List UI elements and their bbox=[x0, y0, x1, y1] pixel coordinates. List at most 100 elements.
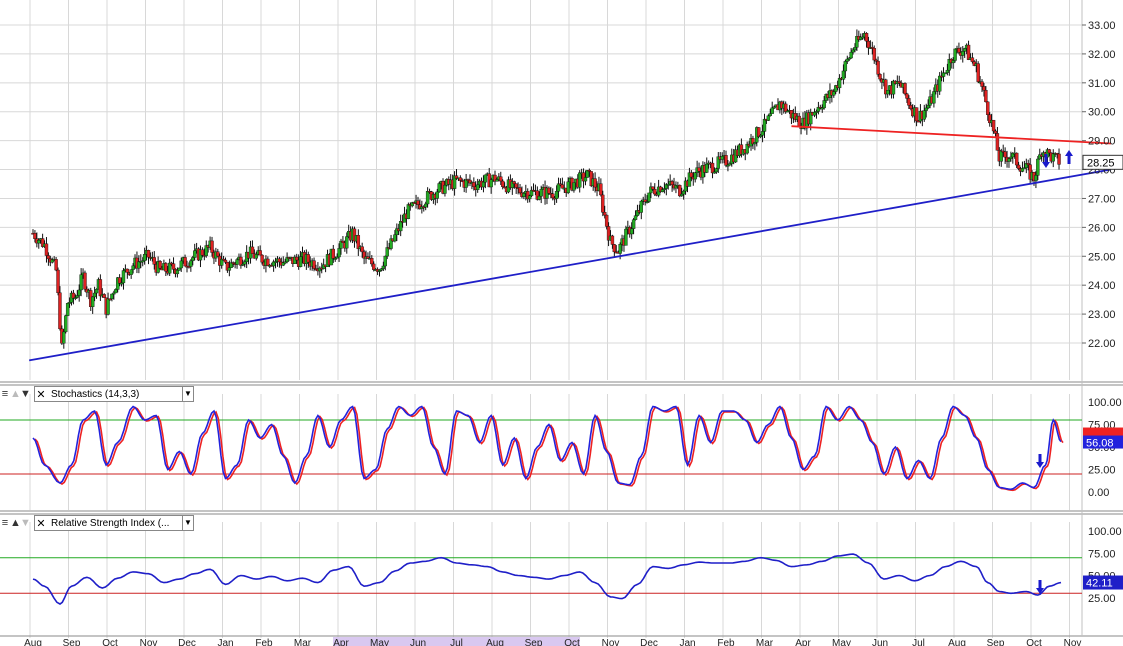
rsi-panel[interactable] bbox=[0, 553, 1082, 605]
support-trendline[interactable] bbox=[28, 168, 1112, 362]
menu-icon[interactable]: ≡ bbox=[1, 388, 9, 400]
price-tick-label: 23.00 bbox=[1088, 309, 1116, 321]
candle-body bbox=[339, 240, 343, 249]
stochastics-panel[interactable] bbox=[0, 405, 1082, 492]
candle-body bbox=[797, 115, 801, 127]
candle-body bbox=[454, 175, 459, 179]
candle-body bbox=[254, 254, 259, 259]
candle-body bbox=[886, 90, 890, 95]
price-panel[interactable] bbox=[28, 29, 1112, 362]
candle-body bbox=[837, 77, 842, 89]
last-price-label: 28.25 bbox=[1087, 157, 1115, 169]
candle-body bbox=[631, 219, 636, 229]
candle-body bbox=[106, 298, 110, 315]
candle-body bbox=[907, 98, 911, 106]
candle-body bbox=[976, 63, 980, 82]
price-tick-label: 27.00 bbox=[1088, 193, 1116, 205]
candle-body bbox=[44, 243, 49, 256]
candle-body bbox=[753, 142, 757, 145]
candle-body bbox=[393, 234, 397, 242]
month-label: Dec bbox=[640, 638, 658, 646]
dropdown-icon[interactable]: ▼ bbox=[182, 516, 193, 530]
month-label: Oct bbox=[102, 638, 118, 646]
candle-body bbox=[298, 256, 303, 267]
candle-body bbox=[612, 244, 617, 253]
candle-body bbox=[689, 172, 694, 178]
candle-body bbox=[191, 257, 195, 262]
candle-body bbox=[389, 238, 393, 249]
candle-body bbox=[158, 261, 162, 269]
move-up-icon[interactable]: ▲ bbox=[10, 388, 21, 400]
candle-body bbox=[514, 183, 518, 188]
month-label: Nov bbox=[602, 638, 620, 646]
candle-body bbox=[724, 155, 728, 166]
candle-body bbox=[131, 265, 135, 270]
candle-body bbox=[853, 47, 857, 51]
candle-body bbox=[963, 48, 967, 52]
candle-body bbox=[932, 91, 936, 104]
candle-body bbox=[770, 107, 774, 114]
candle-body bbox=[216, 251, 220, 257]
close-icon[interactable]: ✕ bbox=[36, 517, 46, 530]
candle-body bbox=[705, 163, 709, 173]
stochastics-value-label: 56.08 bbox=[1086, 438, 1114, 450]
candle-body bbox=[1034, 175, 1038, 182]
candle-body bbox=[114, 289, 118, 294]
month-label: Oct bbox=[564, 638, 580, 646]
candle-body bbox=[587, 170, 592, 172]
candle-body bbox=[551, 193, 555, 199]
candle-body bbox=[499, 176, 503, 182]
candle-body bbox=[102, 294, 106, 298]
candle-body bbox=[986, 101, 990, 115]
menu-icon[interactable]: ≡ bbox=[1, 517, 9, 529]
candle-body bbox=[884, 79, 888, 95]
candle-body bbox=[583, 177, 588, 182]
candle-body bbox=[92, 292, 97, 298]
month-label: Jun bbox=[410, 638, 426, 646]
price-tick-label: 24.00 bbox=[1088, 280, 1116, 292]
resistance-trendline[interactable] bbox=[791, 125, 1112, 145]
candle-body bbox=[891, 80, 896, 95]
candle-body bbox=[878, 74, 882, 80]
candle-body bbox=[406, 204, 411, 219]
candle-body bbox=[982, 86, 986, 91]
month-label: Feb bbox=[255, 638, 273, 646]
move-up-icon[interactable]: ▲ bbox=[10, 517, 21, 529]
candle-body bbox=[46, 255, 51, 260]
candle-body bbox=[345, 236, 349, 249]
candle-body bbox=[481, 181, 486, 188]
time-axis[interactable]: Aug Sep Oct Nov Dec Jan Feb Mar Apr May Jun Jul Aug S… bbox=[24, 637, 1081, 646]
candle-body bbox=[991, 119, 996, 132]
candle-body bbox=[957, 48, 961, 53]
month-label: Sep bbox=[63, 638, 81, 646]
candle-body bbox=[1009, 156, 1013, 159]
month-label: Jul bbox=[912, 638, 925, 646]
candle-body bbox=[876, 60, 880, 75]
candle-body bbox=[681, 190, 686, 195]
close-icon[interactable]: ✕ bbox=[36, 388, 46, 401]
candle-body bbox=[337, 248, 341, 258]
stochastics-tick-label: 0.00 bbox=[1088, 487, 1109, 499]
candle-body bbox=[872, 47, 876, 61]
candle-body bbox=[452, 175, 457, 189]
candle-body bbox=[618, 244, 622, 254]
rsi-tick-label: 75.00 bbox=[1088, 548, 1116, 560]
candle-body bbox=[599, 183, 603, 196]
candle-body bbox=[352, 228, 357, 242]
candle-body bbox=[483, 174, 488, 183]
candle-body bbox=[714, 168, 719, 173]
candle-body bbox=[472, 182, 476, 187]
rsi-indicator-selector[interactable]: ✕ Relative Strength Index (... ▼ bbox=[34, 515, 194, 531]
move-down-icon[interactable]: ▼ bbox=[20, 517, 31, 529]
candle-body bbox=[142, 254, 147, 261]
candle-body bbox=[125, 268, 130, 273]
candle-body bbox=[383, 255, 387, 267]
candle-body bbox=[670, 181, 674, 185]
rsi-tick-label: 100.00 bbox=[1088, 526, 1122, 538]
candle-body bbox=[1057, 153, 1061, 165]
dropdown-icon[interactable]: ▼ bbox=[182, 387, 193, 401]
stochastics-indicator-selector[interactable]: ✕ Stochastics (14,3,3) ▼ bbox=[34, 386, 194, 402]
move-down-icon[interactable]: ▼ bbox=[20, 388, 31, 400]
candle-body bbox=[37, 240, 41, 244]
